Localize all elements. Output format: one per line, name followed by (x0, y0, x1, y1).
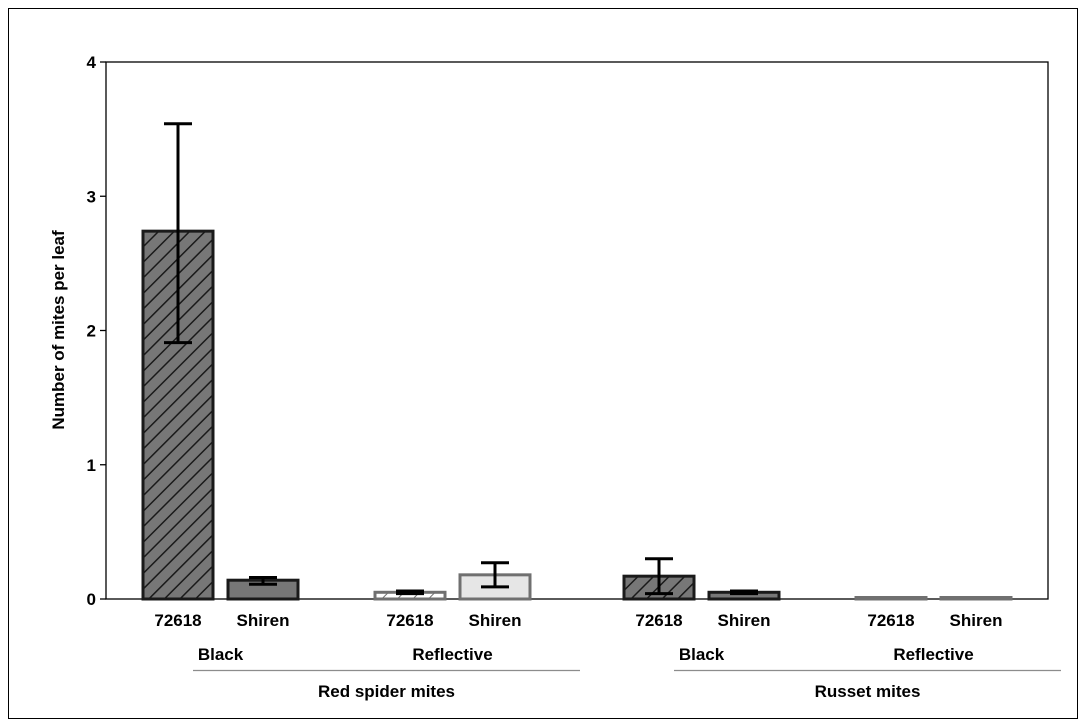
bar-1-1-1 (939, 596, 1013, 601)
y-tick-label-3: 3 (87, 187, 96, 206)
y-tick-label-2: 2 (87, 322, 96, 341)
pest-label-0: Red spider mites (318, 682, 455, 701)
group-label-0-1: Reflective (412, 645, 492, 664)
y-axis-label: Number of mites per leaf (49, 230, 68, 430)
y-tick-label-0: 0 (87, 590, 96, 609)
category-labels-layer: 72618 Shiren Black 72618 Shiren Reflective Red… (154, 611, 1061, 701)
bar-label-1-1-0: 72618 (867, 611, 914, 630)
bar-label-1-0-1: Shiren (718, 611, 771, 630)
group-label-0-0: Black (198, 645, 244, 664)
y-tick-label-4: 4 (87, 53, 97, 72)
bar-1-1-0 (854, 596, 928, 601)
group-label-1-0: Black (679, 645, 725, 664)
bar-label-0-0-1: Shiren (237, 611, 290, 630)
y-axis: 0 1 2 3 4 (87, 53, 106, 609)
group-label-1-1: Reflective (893, 645, 973, 664)
bar-label-0-1-1: Shiren (469, 611, 522, 630)
bar-label-1-1-1: Shiren (950, 611, 1003, 630)
bar-label-0-0-0: 72618 (154, 611, 201, 630)
bar-label-1-0-0: 72618 (635, 611, 682, 630)
pest-label-1: Russet mites (815, 682, 921, 701)
bar-label-0-1-0: 72618 (386, 611, 433, 630)
error-bars-layer (164, 122, 758, 596)
y-tick-label-1: 1 (87, 456, 96, 475)
